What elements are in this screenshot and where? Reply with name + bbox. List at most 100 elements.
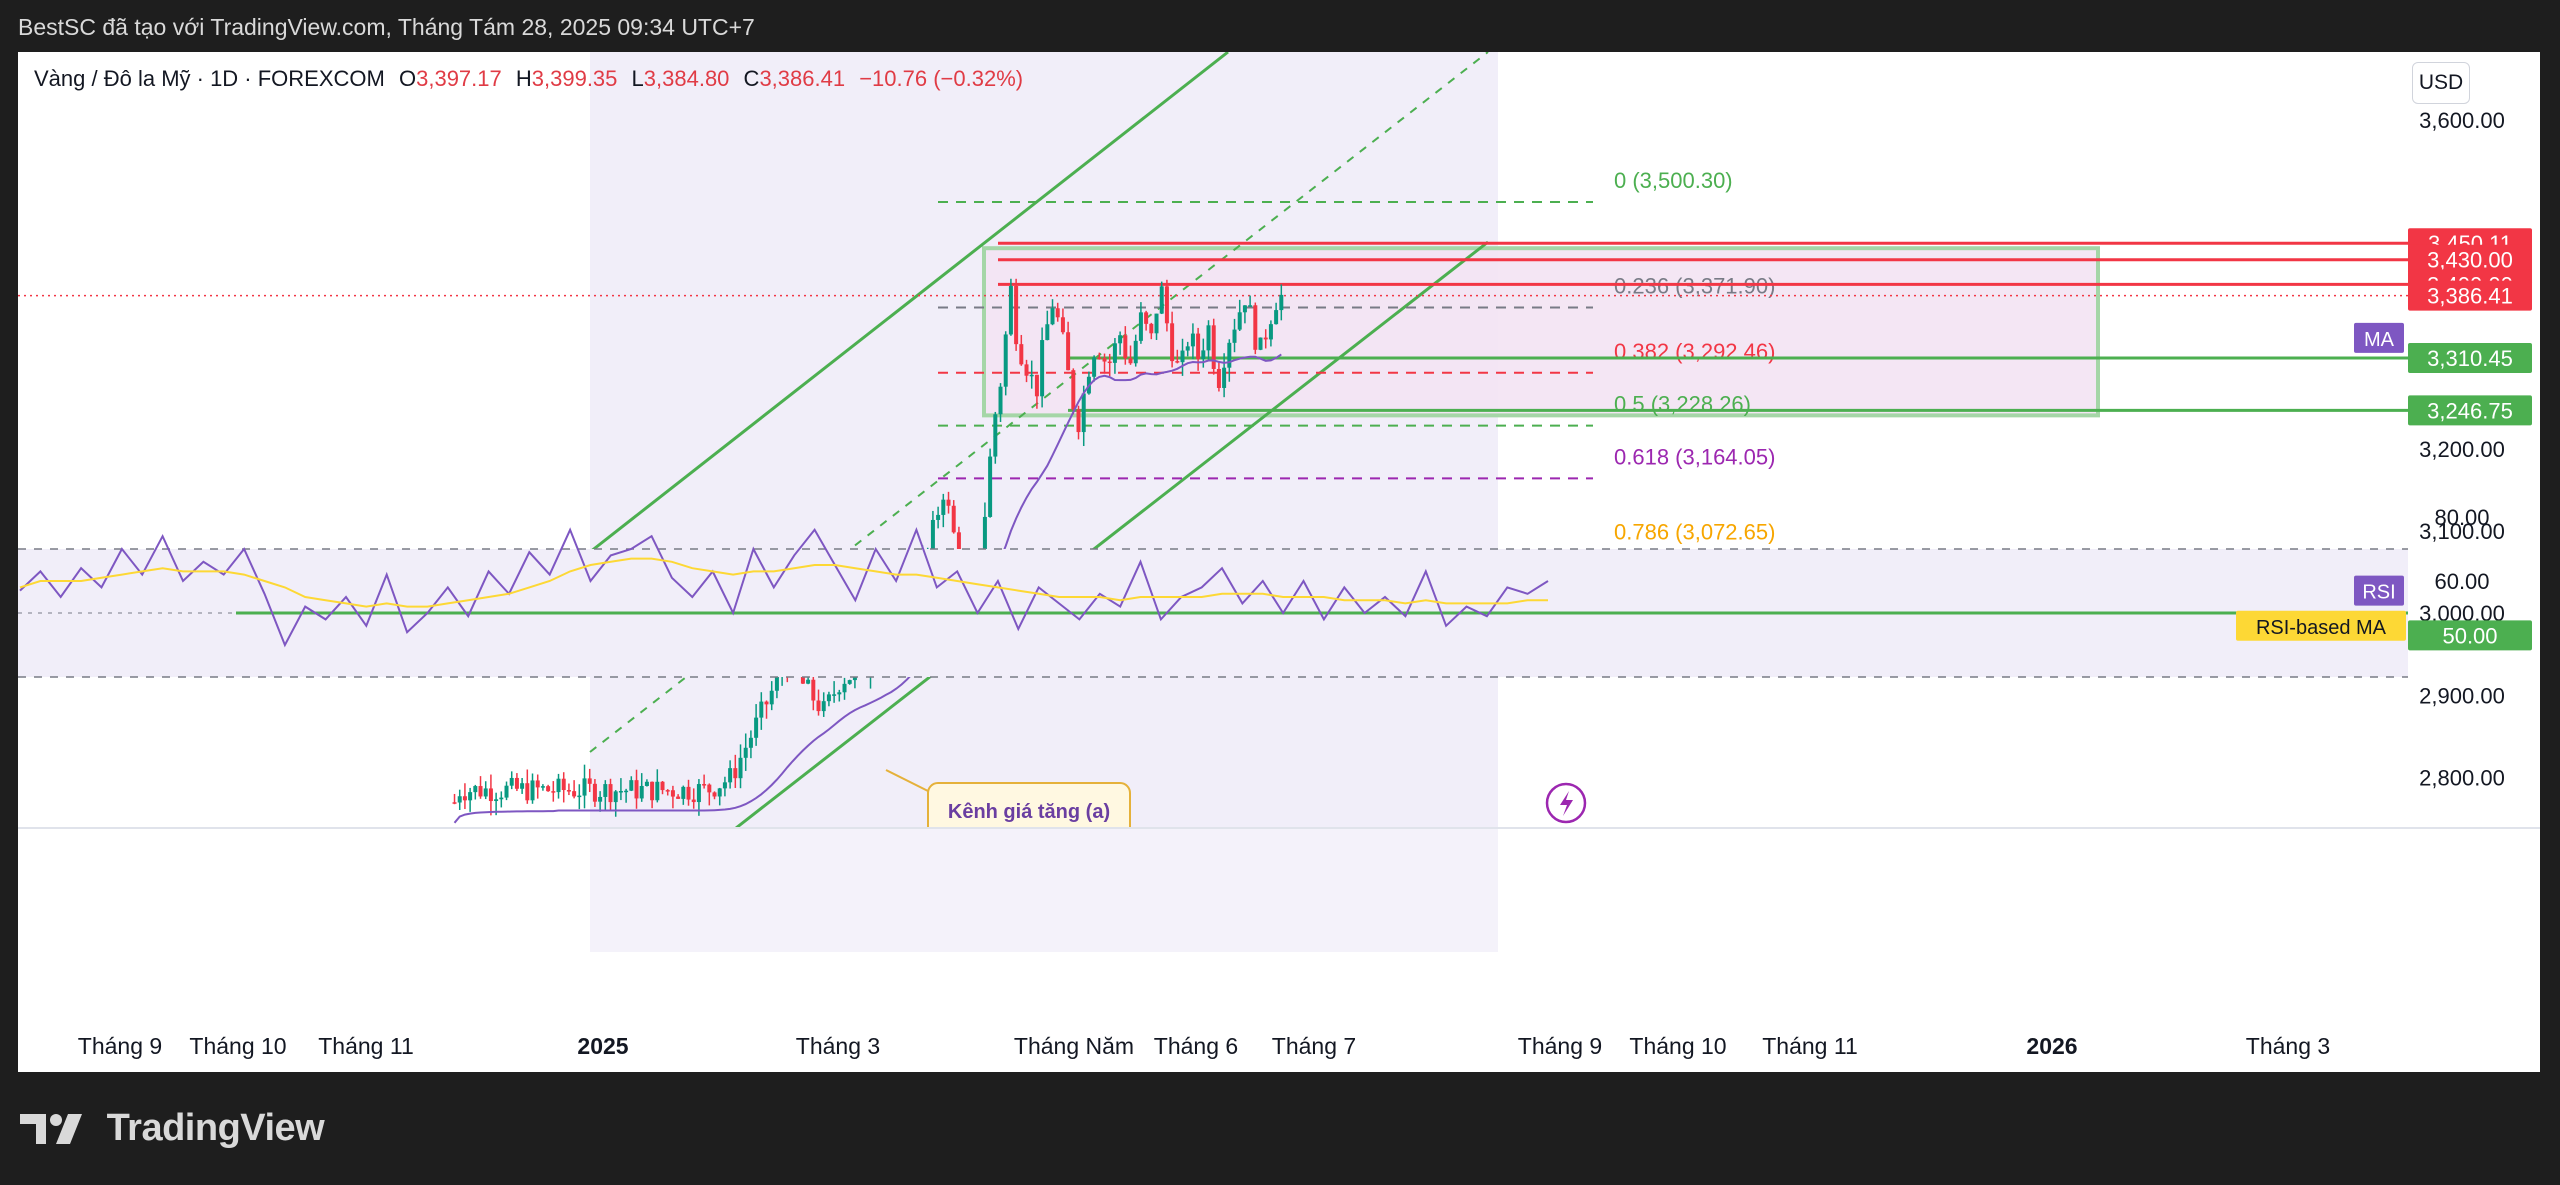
channel-lower-line [735,240,1489,828]
candle-body [598,796,603,802]
rsi-ma-line [19,557,1548,608]
candle-body [1034,374,1039,397]
price-level-badge [2408,244,2532,275]
candle-body [494,799,499,802]
moving-average-line [453,353,1282,824]
candle-body [717,788,722,797]
candle-body [629,780,634,791]
candle-body [1081,393,1086,433]
candle-body [764,701,769,705]
price-level-badge [2408,280,2532,311]
fib-level-label: 0.236 (3,371.90) [1614,273,1775,298]
price-chart[interactable]: 0 (3,500.30) 0.236 (3,371.90) 0.382 (3,292… [18,52,2540,1072]
channel-background [590,52,1498,828]
candle-body [1128,358,1133,364]
candle-body [1024,364,1029,376]
candle-body [1133,340,1138,364]
candle-body [712,792,717,797]
time-axis-label: Tháng 10 [1629,1033,1726,1059]
time-axis-label: 2026 [2026,1033,2077,1059]
candle-body [1258,337,1263,350]
candle-body [540,786,545,788]
candle-body [488,788,493,802]
candle-body [1144,312,1149,324]
chart-panel[interactable]: 0 (3,500.30) 0.236 (3,371.90) 0.382 (3,292… [18,52,2540,1072]
channel-mid-line [589,52,1489,753]
candle-body [769,690,774,705]
candle-body [566,790,571,792]
candle-body [1180,350,1185,363]
candle-body [821,701,826,712]
candle-body [1071,370,1076,410]
candle-body [639,785,644,799]
ma-tag-label: MA [2364,329,2395,351]
rsi-level-badge-label: 50.00 [2442,623,2497,648]
low-value: 3,384.80 [643,66,730,91]
time-axis-label: Tháng 9 [1518,1033,1602,1059]
candle-body [1232,329,1237,343]
price-level-badge-label: 3,386.41 [2427,284,2513,309]
currency-button[interactable]: USD [2412,62,2470,104]
price-level-badge [2408,343,2532,374]
low-label: L [631,66,644,91]
brand-name: TradingView [106,1107,325,1150]
main-pane-left-bg [18,52,590,828]
candle-body [514,777,519,789]
candle-body [499,797,504,800]
price-tick-label: 3,100.00 [2419,519,2505,544]
candle-body [572,791,577,797]
lightning-icon [1545,782,1587,824]
candle-body [696,784,701,803]
lightning-bolt [1560,791,1573,816]
candle-body [1242,305,1247,313]
candle-body [1211,325,1216,369]
fib-level-label: 0 (3,500.30) [1614,168,1733,193]
price-tick-label: 2,800.00 [2419,766,2505,791]
candle-body [1227,342,1232,368]
price-tick-label: 2,900.00 [2419,683,2505,708]
candle-body [525,783,530,801]
time-axis-label: Tháng 10 [189,1033,286,1059]
candle-body [644,781,649,786]
range-box-border [982,246,2100,418]
candle-body [754,717,759,738]
candle-body [1164,286,1169,324]
candle-body [670,790,675,797]
candle-body [613,791,618,803]
price-level-badge-label: 3,310.45 [2427,346,2513,371]
candle-body [707,784,712,793]
candle-body [1159,286,1164,314]
candle-body [702,784,707,786]
candle-body [1040,340,1045,397]
candle-body [587,778,592,784]
candle-body [556,778,561,793]
candle-body [1014,286,1019,345]
price-tick-label: 3,200.00 [2419,437,2505,462]
candle-body [608,784,613,803]
ma-tag [2354,322,2404,353]
candle-body [686,786,691,800]
candle-body [468,792,473,801]
candle-body [1185,346,1190,351]
fib-level-label: 0.618 (3,164.05) [1614,444,1775,469]
candle-body [1149,323,1154,334]
candle-body [1008,286,1013,335]
candle-body [1060,317,1065,333]
candle-body [509,777,514,786]
candle-body [998,386,1003,415]
candle-body [1237,312,1242,330]
candle-body [1066,332,1071,371]
rsi-pane: 80.00 60.00 RSI RSI-based MA 50.00 [18,505,2540,829]
range-box-fill [984,248,2098,416]
candle-body [748,737,753,748]
candle-body [520,783,525,789]
main-pane: 0 (3,500.30) 0.236 (3,371.90) 0.382 (3,292… [18,52,2408,828]
candle-body [624,790,629,793]
candle-body [738,757,743,779]
candle-body [665,790,670,792]
candle-body [546,786,551,792]
candle-body [743,747,748,758]
top-bar: BestSC đã tạo với TradingView.com, Tháng… [0,0,2560,52]
high-value: 3,399.35 [531,66,618,91]
open-value: 3,397.17 [416,66,502,91]
